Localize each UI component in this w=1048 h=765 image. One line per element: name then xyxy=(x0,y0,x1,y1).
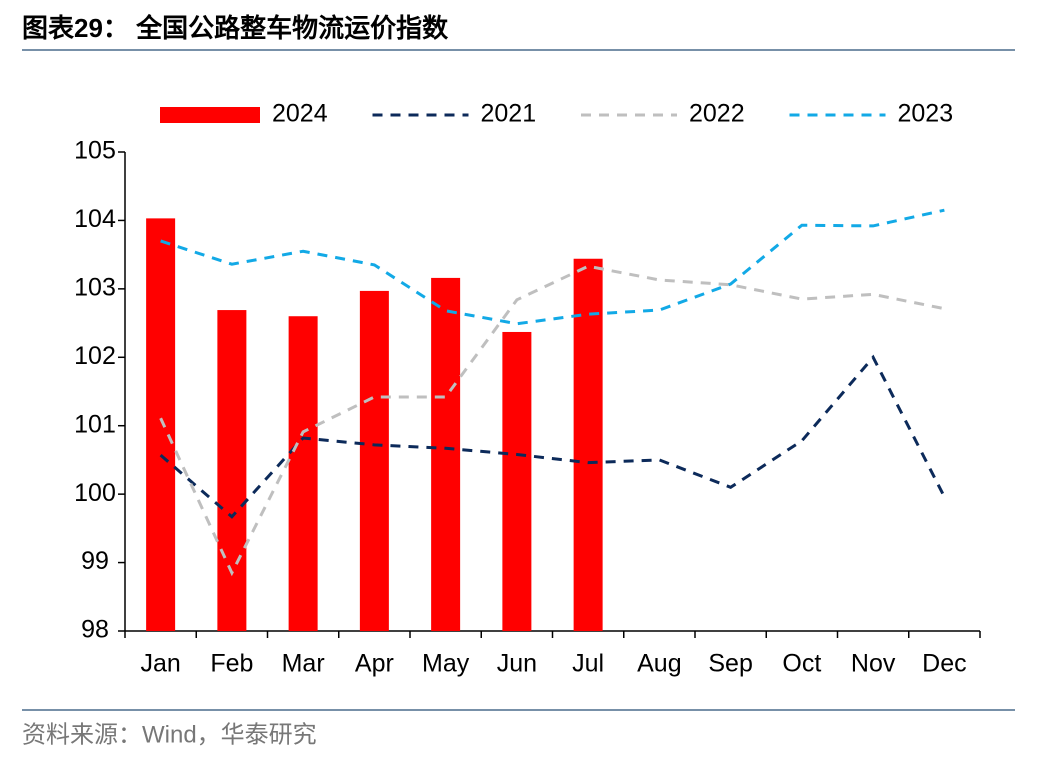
bar xyxy=(217,310,247,631)
legend-label: 2024 xyxy=(272,100,328,128)
x-tick-label: Oct xyxy=(782,650,821,678)
legend-label: 2021 xyxy=(481,100,537,128)
line xyxy=(159,354,946,519)
legend-swatch xyxy=(160,107,260,123)
y-tick-label: 102 xyxy=(74,342,116,370)
bar xyxy=(288,316,318,631)
x-tick-label: Nov xyxy=(851,650,896,678)
line xyxy=(160,208,945,326)
y-tick-label: 101 xyxy=(74,410,116,438)
bar xyxy=(146,218,176,631)
x-tick-label: Apr xyxy=(355,650,394,678)
y-tick-label: 105 xyxy=(74,137,116,165)
y-tick-label: 103 xyxy=(74,273,116,301)
bar xyxy=(573,258,603,631)
x-tick-label: Jun xyxy=(497,650,537,678)
x-tick-label: Jan xyxy=(140,650,180,678)
legend-label: 2022 xyxy=(689,100,745,128)
bar xyxy=(431,277,461,631)
chart-title: 图表29： 全国公路整车物流运价指数 xyxy=(22,13,449,43)
line xyxy=(159,264,945,577)
y-tick-label: 104 xyxy=(74,205,116,233)
bar xyxy=(359,290,389,631)
x-tick-label: May xyxy=(422,650,470,678)
legend-label: 2023 xyxy=(898,100,954,128)
x-tick-label: Dec xyxy=(922,650,966,678)
y-tick-label: 98 xyxy=(81,616,109,644)
x-tick-label: Aug xyxy=(637,650,681,678)
x-tick-label: Mar xyxy=(282,650,325,678)
x-tick-label: Jul xyxy=(572,650,604,678)
bar xyxy=(502,331,532,631)
x-tick-label: Sep xyxy=(708,650,752,678)
x-tick-label: Feb xyxy=(210,650,253,678)
y-tick-label: 100 xyxy=(74,479,116,507)
y-tick-label: 99 xyxy=(81,547,109,575)
source: 资料来源：Wind，华泰研究 xyxy=(22,721,317,748)
